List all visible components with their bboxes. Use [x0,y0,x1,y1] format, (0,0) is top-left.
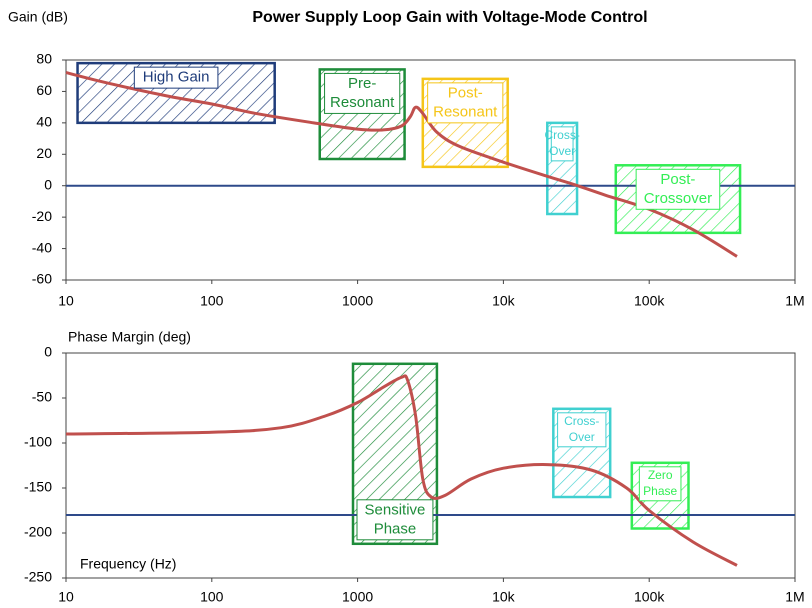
x-tick-label: 1M [785,589,804,605]
curve [65,374,738,567]
region-label: Post- [448,84,483,101]
region-label-bg [133,66,219,89]
y-tick-label: 0 [44,176,52,192]
y-tick-label: 60 [36,82,52,98]
x-tick-label: 100k [634,589,665,605]
region-label: Pre- [348,75,376,92]
region-label: Over [569,430,595,444]
x-tick-label: 1000 [342,589,373,605]
chart-title: Power Supply Loop Gain with Voltage-Mode… [252,9,647,26]
x-tick-label: 10k [492,293,516,309]
region-label: Resonant [433,103,498,120]
region-label-bg [427,82,504,124]
plot-frame [65,352,796,579]
region-label-bg [638,466,682,502]
region-label: Zero [648,468,673,482]
y-tick-label: -50 [32,389,52,405]
y-axis-label: Gain (dB) [8,9,68,25]
y-tick-label: -150 [24,479,52,495]
region-label: Cross- [564,414,599,428]
x-tick-label: 1000 [342,293,373,309]
region-label-bg [356,499,434,541]
x-axis-label: Frequency (Hz) [80,556,176,572]
x-tick-label: 1M [785,293,804,309]
y-tick-label: -100 [24,434,52,450]
y-tick-label: -60 [32,271,52,287]
y-tick-label: 80 [36,51,52,67]
region-label: Cross- [544,128,579,142]
region-label: Phase [374,520,417,537]
region-label: Sensitive [365,501,426,518]
y-tick-label: 40 [36,114,52,130]
region-label: Phase [643,484,677,498]
region-label: Over [549,144,575,158]
region-label-bg [324,72,401,114]
region-label: Post- [660,171,695,188]
plot-frame [65,59,796,281]
x-tick-label: 10k [492,589,516,605]
y-tick-label: 0 [44,344,52,360]
y-tick-label: -20 [32,208,52,224]
x-tick-label: 10 [58,293,74,309]
y-tick-label: -40 [32,239,52,255]
x-tick-label: 100 [200,293,224,309]
region-label-bg [557,412,607,448]
x-tick-label: 100 [200,589,224,605]
x-tick-label: 10 [58,589,74,605]
y-tick-label: -250 [24,569,52,585]
region-label: Crossover [644,190,712,207]
y-axis-label: Phase Margin (deg) [68,329,191,345]
x-tick-label: 100k [634,293,665,309]
curve [65,71,738,258]
region-label: Resonant [330,94,395,111]
y-tick-label: 20 [36,145,52,161]
region-label-bg [550,126,574,162]
region-label: High Gain [143,69,210,86]
y-tick-label: -200 [24,524,52,540]
region-label-bg [635,168,721,210]
